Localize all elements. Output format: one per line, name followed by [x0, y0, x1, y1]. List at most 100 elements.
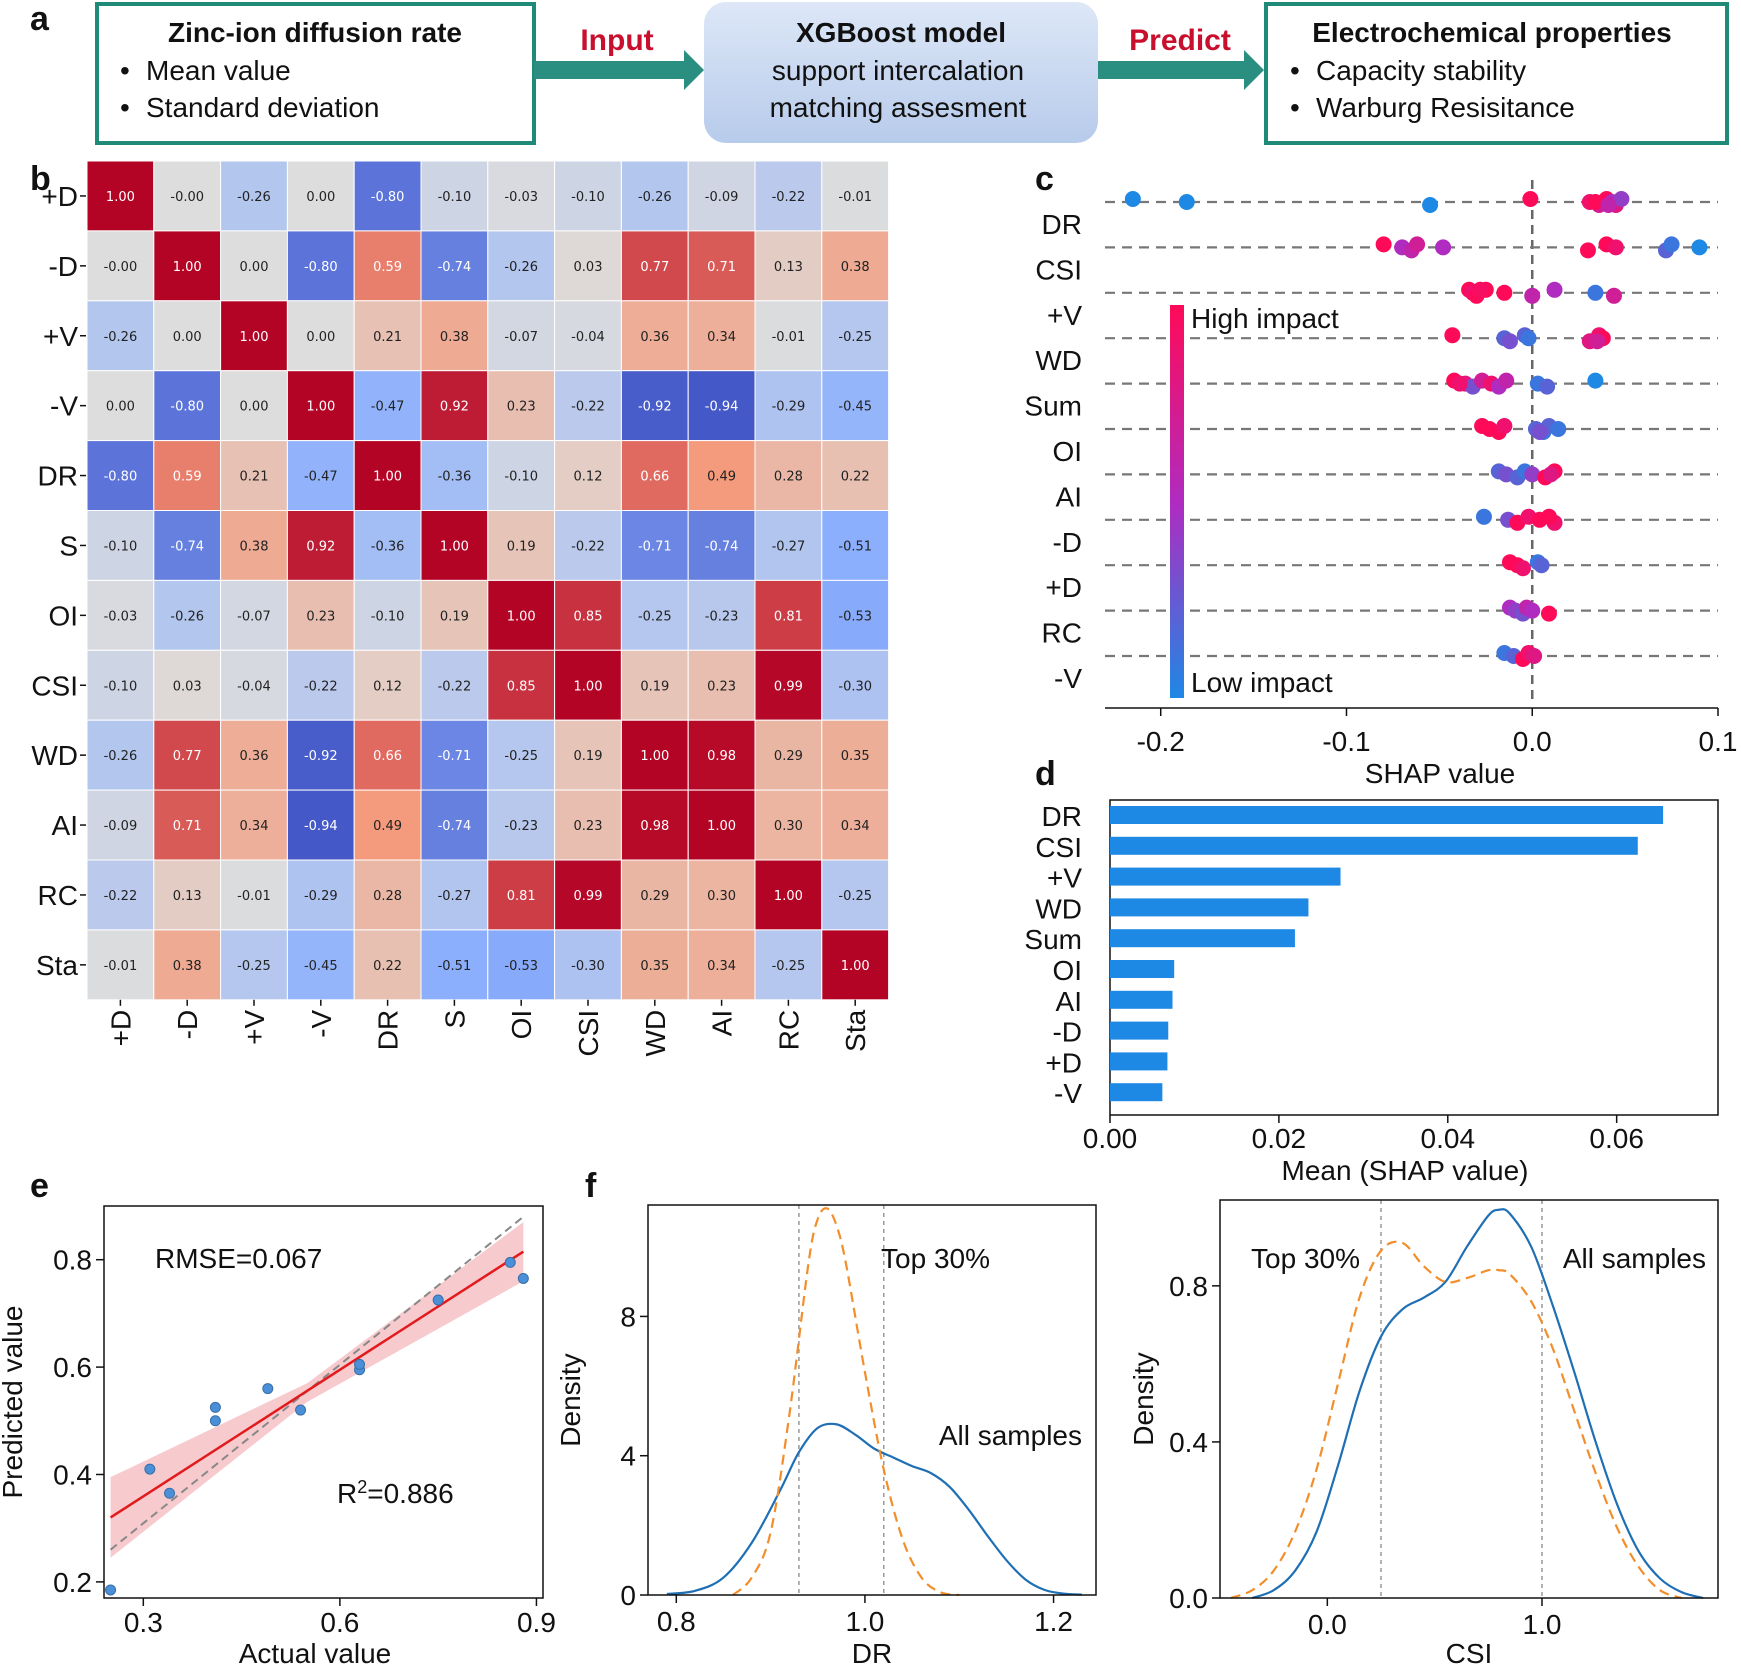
all-samples-label: All samples: [939, 1420, 1082, 1451]
heatmap-cell: [554, 230, 622, 302]
heatmap-cell-value: 0.36: [640, 330, 669, 345]
bar-x-tick-label: 0.06: [1589, 1123, 1644, 1154]
heatmap-cell: [153, 440, 222, 512]
heatmap-cell-value: -0.45: [838, 400, 872, 415]
heatmap-cell-value: 0.77: [640, 260, 669, 275]
heatmap-cell-value: 0.00: [306, 330, 335, 345]
heatmap-cell: [620, 719, 689, 791]
heatmap-cell: [86, 859, 155, 931]
heatmap-cell: [620, 230, 689, 302]
heatmap-cell-value: -0.23: [705, 609, 739, 624]
heatmap-cell: [353, 719, 422, 791]
shap-point: [1522, 191, 1539, 207]
heatmap-cell-value: 0.19: [574, 749, 603, 764]
top30-label: Top 30%: [881, 1243, 990, 1274]
heatmap-cell-value: -0.94: [304, 819, 338, 834]
heatmap-cell-value: -0.74: [438, 260, 472, 275]
heatmap-cell-value: -0.51: [838, 539, 872, 554]
heatmap-cell: [821, 160, 890, 232]
input-box: [95, 2, 536, 145]
parity-point: [209, 1415, 221, 1427]
parity-point: [504, 1256, 516, 1268]
heatmap-cell-value: -0.92: [304, 749, 338, 764]
fit-line: [109, 1250, 525, 1519]
heatmap-row-label: DR: [38, 461, 78, 492]
heatmap-cell-value: 0.38: [240, 539, 269, 554]
heatmap-cell-value: 0.59: [173, 470, 202, 485]
heatmap-cell-value: -0.74: [170, 539, 204, 554]
heatmap-col-label: OI: [506, 1010, 537, 1040]
colorbar-high-label: High impact: [1191, 303, 1339, 334]
mean-shap-bar: [1110, 898, 1309, 917]
heatmap-cell-value: 0.38: [440, 330, 469, 345]
heatmap-col-label: -V: [306, 1009, 337, 1037]
heatmap-cell: [821, 579, 890, 651]
parity-x-tick-label: 0.3: [124, 1607, 163, 1638]
heatmap-cell-value: -0.30: [571, 959, 605, 974]
mean-shap-bar: [1110, 929, 1295, 948]
shap-point: [1579, 242, 1596, 259]
bar-x-axis-label: Mean (SHAP value): [1282, 1155, 1529, 1186]
heatmap-cell-value: -0.10: [571, 190, 605, 205]
heatmap-cell-value: 0.29: [774, 749, 803, 764]
input-arrow-label: Input: [580, 24, 653, 57]
heatmap-cell-value: -0.25: [504, 749, 538, 764]
heatmap-cell: [687, 160, 756, 232]
heatmap-cell-value: -0.80: [371, 190, 405, 205]
shap-point: [1589, 333, 1606, 350]
heatmap-cell: [620, 929, 689, 1001]
heatmap-cell: [554, 649, 622, 721]
heatmap-col-label: S: [439, 1010, 470, 1029]
mean-shap-bar: [1110, 990, 1173, 1009]
heatmap-cell: [153, 859, 222, 931]
density-frame: [1219, 1199, 1719, 1599]
heatmap-cell: [754, 929, 823, 1001]
shap-point: [1691, 239, 1708, 256]
shap-x-axis-label: SHAP value: [1365, 758, 1515, 789]
heatmap-cell: [687, 440, 756, 512]
heatmap-cell-value: 0.34: [707, 330, 736, 345]
heatmap-cell-value: -0.27: [438, 889, 472, 904]
shap-point: [1587, 372, 1604, 389]
heatmap-col-label: DR: [373, 1010, 404, 1050]
heatmap-cell-value: 0.19: [507, 539, 536, 554]
parity-x-tick-label: 0.6: [320, 1607, 359, 1638]
heatmap-cell: [420, 719, 489, 791]
bar-category-label: +V: [1047, 863, 1082, 894]
heatmap-cell-value: 0.13: [173, 889, 202, 904]
heatmap-cell-value: -0.22: [304, 679, 338, 694]
heatmap-cell-value: 0.92: [306, 539, 335, 554]
shap-feature-label: RC: [1042, 618, 1082, 649]
heatmap-row-label: -V: [50, 391, 78, 422]
heatmap-cell: [353, 579, 422, 651]
heatmap-cell: [620, 510, 689, 581]
shap-point: [1520, 330, 1537, 347]
heatmap-cell-value: 0.49: [707, 470, 736, 485]
shap-point: [1409, 236, 1426, 253]
parity-y-tick-label: 0.2: [53, 1567, 92, 1598]
heatmap-col-label: +V: [239, 1009, 270, 1044]
density-frame: [647, 1204, 1097, 1596]
heatmap-cell: [153, 230, 222, 302]
panel-a: a Zinc-ion diffusion rate • Mean value •…: [30, 0, 1729, 145]
heatmap-cell: [220, 510, 288, 581]
heatmap-cell: [687, 370, 756, 442]
heatmap-cell: [353, 300, 422, 372]
parity-point: [262, 1383, 274, 1395]
parity-x-axis-label: Actual value: [239, 1638, 392, 1664]
heatmap-cell-value: 0.81: [507, 889, 536, 904]
heatmap-cell-value: -0.10: [371, 609, 405, 624]
heatmap-cell-value: -0.22: [104, 889, 138, 904]
shap-point: [1605, 287, 1622, 304]
heatmap-cell-value: 0.85: [507, 679, 536, 694]
heatmap-cell: [754, 510, 823, 581]
heatmap-cell-value: 1.00: [707, 819, 736, 834]
heatmap-cell-value: 0.66: [373, 749, 402, 764]
heatmap-cell: [153, 929, 222, 1001]
r2-superscript: 2: [357, 1477, 367, 1497]
heatmap-cell: [286, 160, 355, 232]
heatmap-cell-value: -0.27: [772, 539, 806, 554]
heatmap-cell-value: 1.00: [106, 190, 135, 205]
shap-feature-label: -V: [1054, 663, 1082, 694]
model-box-title: XGBoost model: [796, 17, 1006, 48]
